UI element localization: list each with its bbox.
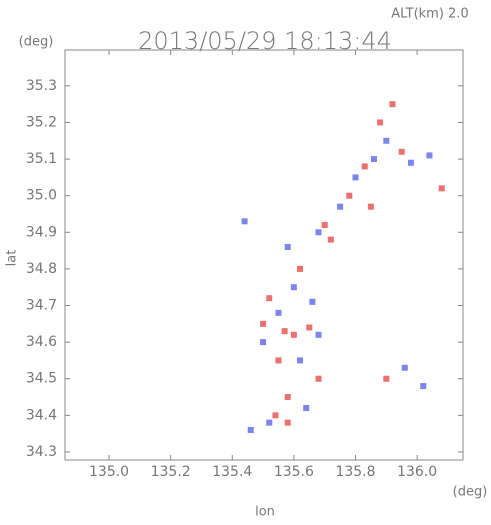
radar-echo xyxy=(315,331,322,338)
radar-echo xyxy=(272,412,279,419)
radar-echo xyxy=(306,324,313,331)
radar-echo xyxy=(352,174,359,181)
radar-echo xyxy=(309,298,316,305)
x-tick-label: 135.4 xyxy=(212,464,252,480)
x-axis-label: lon xyxy=(255,505,275,520)
radar-echo xyxy=(407,159,414,166)
radar-echo xyxy=(241,218,248,225)
radar-echo xyxy=(284,243,291,250)
radar-echo xyxy=(315,375,322,382)
y-axis-label: lat xyxy=(5,250,20,267)
x-unit: (deg) xyxy=(453,485,488,500)
chart-title: 2013/05/29 18:13:44 xyxy=(138,27,392,55)
radar-echo xyxy=(290,284,297,291)
radar-echo xyxy=(401,364,408,371)
radar-echo xyxy=(297,265,304,272)
y-tick-label: 35.0 xyxy=(26,188,57,204)
radar-echo xyxy=(383,137,390,144)
radar-echo xyxy=(266,419,273,426)
x-tick-label: 135.8 xyxy=(335,464,375,480)
y-tick-label: 35.1 xyxy=(26,151,57,167)
radar-echo xyxy=(361,163,368,170)
x-tick-label: 136.0 xyxy=(397,464,437,480)
radar-echo xyxy=(370,156,377,163)
radar-echo xyxy=(327,236,334,243)
radar-echo xyxy=(398,148,405,155)
y-tick-label: 34.9 xyxy=(26,224,57,240)
y-tick-label: 34.4 xyxy=(26,407,57,423)
radar-echo xyxy=(281,328,288,335)
radar-echo xyxy=(389,101,396,108)
radar-echo xyxy=(284,394,291,401)
radar-echo xyxy=(290,331,297,338)
radar-echo xyxy=(303,405,310,412)
plot-frame xyxy=(64,49,464,461)
y-tick-label: 34.3 xyxy=(26,444,57,460)
y-tick-label: 34.5 xyxy=(26,371,57,387)
y-tick-label: 35.2 xyxy=(26,114,57,130)
y-tick-label: 34.8 xyxy=(26,261,57,277)
radar-echo xyxy=(426,152,433,159)
y-unit: (deg) xyxy=(19,35,54,50)
radar-echo xyxy=(377,119,384,126)
radar-echo xyxy=(275,357,282,364)
radar-echo xyxy=(346,192,353,199)
radar-echo xyxy=(420,383,427,390)
y-tick-label: 34.6 xyxy=(26,334,57,350)
x-tick-label: 135.2 xyxy=(151,464,191,480)
radar-echo xyxy=(315,229,322,236)
radar-echo xyxy=(383,375,390,382)
radar-echo xyxy=(321,221,328,228)
radar-echo xyxy=(297,357,304,364)
radar-echo xyxy=(367,203,374,210)
radar-echo xyxy=(260,339,267,346)
radar-echo xyxy=(260,320,267,327)
x-tick-label: 135.6 xyxy=(274,464,314,480)
radar-echo xyxy=(438,185,445,192)
altitude-label: ALT(km) 2.0 xyxy=(391,7,468,22)
y-tick-label: 34.7 xyxy=(26,298,57,314)
radar-echo xyxy=(247,426,254,433)
radar-echo xyxy=(337,203,344,210)
radar-echo xyxy=(266,295,273,302)
radar-echo xyxy=(284,419,291,426)
radar-echo xyxy=(275,309,282,316)
x-tick-label: 135.0 xyxy=(89,464,129,480)
y-tick-label: 35.3 xyxy=(26,78,57,94)
